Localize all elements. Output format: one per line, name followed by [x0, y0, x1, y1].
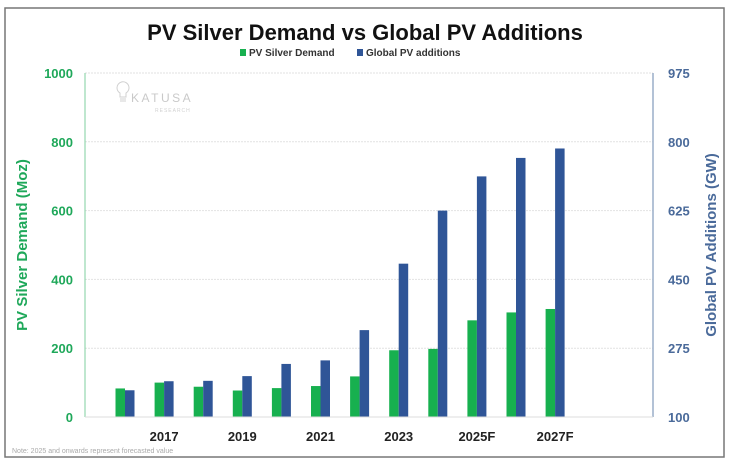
- legend-swatch-pv: [357, 49, 363, 56]
- left-axis-ticks: 0 200 400 600 800 1000: [44, 66, 73, 425]
- bar-silver-demand: [350, 376, 360, 417]
- left-tick-label: 600: [51, 204, 73, 219]
- right-tick-label: 275: [668, 341, 690, 356]
- bar-silver-demand: [311, 386, 321, 417]
- left-tick-label: 800: [51, 135, 73, 150]
- left-tick-label: 1000: [44, 66, 73, 81]
- right-tick-label: 800: [668, 135, 690, 150]
- bars: [115, 148, 565, 417]
- bar-silver-demand: [389, 350, 399, 417]
- bar-pv-additions: [164, 381, 174, 417]
- left-tick-label: 400: [51, 272, 73, 287]
- bar-pv-additions: [242, 376, 252, 417]
- x-tick-label: 2023: [384, 429, 413, 444]
- x-axis-ticks: 2017 2019 2021 2023 2025F 2027F: [150, 429, 574, 444]
- bar-pv-additions: [203, 380, 213, 417]
- bar-pv-additions: [437, 210, 448, 417]
- bar-silver-demand: [193, 386, 204, 417]
- bar-pv-additions: [476, 176, 487, 417]
- bar-pv-additions: [281, 363, 291, 417]
- legend-label-silver: PV Silver Demand: [249, 48, 335, 59]
- x-tick-label: 2025F: [458, 429, 495, 444]
- right-axis-ticks: 100 275 450 625 800 975: [668, 66, 690, 425]
- x-tick-label: 2021: [306, 429, 335, 444]
- left-tick-label: 200: [51, 341, 73, 356]
- svg-text:RESEARCH: RESEARCH: [155, 108, 191, 114]
- bar-pv-additions: [320, 360, 330, 417]
- bar-silver-demand: [271, 388, 282, 417]
- bar-silver-demand: [467, 320, 477, 417]
- bar-pv-additions: [516, 157, 526, 417]
- bar-pv-additions: [359, 330, 370, 417]
- left-tick-label: 0: [66, 410, 73, 425]
- right-tick-label: 100: [668, 410, 690, 425]
- bar-pv-additions: [125, 390, 135, 417]
- legend: PV Silver Demand Global PV additions: [240, 48, 461, 59]
- bar-silver-demand: [506, 312, 516, 417]
- bar-silver-demand: [115, 388, 125, 417]
- bar-silver-demand: [545, 308, 556, 417]
- x-tick-label: 2019: [228, 429, 257, 444]
- footnote: Note: 2025 and onwards represent forecas…: [12, 448, 173, 455]
- bar-pv-additions: [398, 263, 409, 417]
- bar-pv-additions: [555, 148, 565, 417]
- right-tick-label: 625: [668, 204, 690, 219]
- bar-silver-demand: [232, 390, 243, 417]
- legend-swatch-silver: [240, 49, 246, 56]
- right-axis-title: Global PV Additions (GW): [703, 153, 720, 337]
- legend-label-pv: Global PV additions: [366, 48, 461, 59]
- watermark-logo: KATUSA RESEARCH: [116, 81, 193, 114]
- x-tick-label: 2017: [150, 429, 179, 444]
- svg-text:KATUSA: KATUSA: [131, 91, 193, 105]
- chart-title: PV Silver Demand vs Global PV Additions: [147, 20, 583, 45]
- bar-silver-demand: [428, 348, 438, 417]
- right-tick-label: 450: [668, 272, 690, 287]
- right-tick-label: 975: [668, 66, 690, 81]
- left-axis-title: PV Silver Demand (Moz): [14, 159, 31, 331]
- x-tick-label: 2027F: [537, 429, 574, 444]
- bar-silver-demand: [154, 382, 165, 417]
